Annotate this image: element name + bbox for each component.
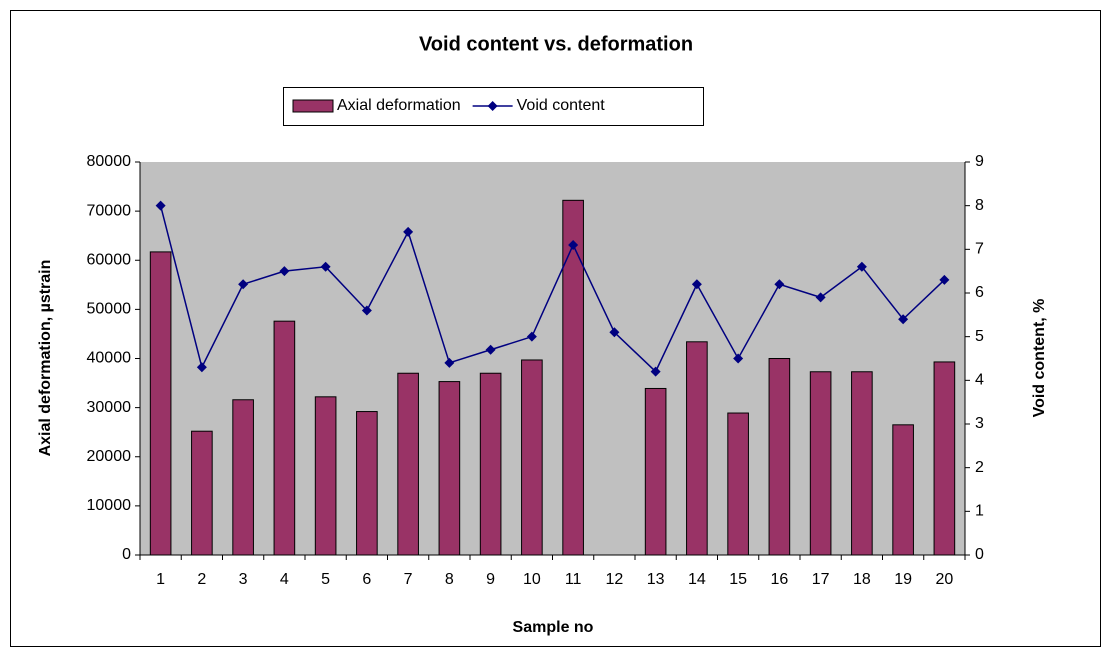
line-marker bbox=[733, 353, 744, 364]
line-marker bbox=[815, 292, 826, 303]
y2-tick-label: 3 bbox=[975, 415, 984, 432]
y2-tick-label: 9 bbox=[975, 153, 984, 170]
line-marker bbox=[403, 226, 414, 237]
line-marker bbox=[485, 344, 496, 355]
line-marker bbox=[444, 357, 455, 368]
bar bbox=[892, 424, 914, 556]
y-axis-title: Axial deformation, µstrain bbox=[37, 260, 54, 457]
x-tick-label: 3 bbox=[239, 571, 248, 588]
y-tick-label: 40000 bbox=[87, 350, 132, 367]
y-tick-label: 20000 bbox=[87, 448, 132, 465]
y-tick-label: 60000 bbox=[87, 251, 132, 268]
line-marker bbox=[361, 305, 372, 316]
x-tick-label: 2 bbox=[197, 571, 206, 588]
x-tick-label: 14 bbox=[688, 571, 706, 588]
line-marker bbox=[155, 200, 166, 211]
line-marker bbox=[238, 279, 249, 290]
x-tick-label: 16 bbox=[770, 571, 788, 588]
line-marker bbox=[279, 266, 290, 277]
line-marker bbox=[774, 279, 785, 290]
y2-tick-label: 4 bbox=[975, 372, 984, 389]
bar bbox=[727, 412, 749, 556]
y2-tick-label: 6 bbox=[975, 284, 984, 301]
x-tick-label: 20 bbox=[935, 571, 953, 588]
line-marker bbox=[650, 366, 661, 377]
bar bbox=[644, 387, 667, 556]
y-tick-label: 0 bbox=[122, 546, 131, 563]
legend-label: Void content bbox=[517, 97, 606, 114]
y2-tick-label: 8 bbox=[975, 197, 984, 214]
x-tick-label: 19 bbox=[894, 571, 912, 588]
bar bbox=[314, 396, 337, 556]
bar bbox=[273, 320, 296, 556]
x-tick-label: 8 bbox=[445, 571, 454, 588]
y2-tick-label: 5 bbox=[975, 328, 984, 345]
bar bbox=[438, 381, 461, 556]
line-marker bbox=[526, 331, 537, 342]
legend-label: Axial deformation bbox=[337, 97, 461, 114]
y-tick-label: 10000 bbox=[87, 497, 132, 514]
chart-title: Void content vs. deformation bbox=[419, 33, 693, 55]
x-tick-label: 7 bbox=[404, 571, 413, 588]
x-tick-label: 5 bbox=[321, 571, 330, 588]
x-tick-label: 13 bbox=[647, 571, 665, 588]
line-marker bbox=[568, 239, 579, 250]
bar bbox=[686, 341, 708, 556]
line-marker bbox=[856, 261, 867, 272]
x-tick-label: 18 bbox=[853, 571, 871, 588]
bar bbox=[397, 372, 419, 556]
bar bbox=[521, 359, 543, 556]
x-tick-label: 15 bbox=[729, 571, 747, 588]
bar bbox=[768, 358, 791, 556]
y2-axis-title: Void content, % bbox=[1031, 299, 1048, 418]
bar bbox=[232, 399, 254, 556]
x-tick-label: 17 bbox=[812, 571, 830, 588]
bar bbox=[479, 372, 502, 556]
y-tick-label: 30000 bbox=[87, 399, 132, 416]
line-marker bbox=[196, 362, 207, 373]
y2-tick-label: 7 bbox=[975, 241, 984, 258]
line-marker bbox=[939, 274, 950, 285]
x-tick-label: 4 bbox=[280, 571, 289, 588]
x-tick-label: 10 bbox=[523, 571, 541, 588]
x-axis-title: Sample no bbox=[513, 619, 594, 636]
line bbox=[159, 205, 945, 373]
line-marker bbox=[691, 279, 702, 290]
x-tick-label: 9 bbox=[486, 571, 495, 588]
bar bbox=[851, 371, 873, 556]
y-tick-label: 70000 bbox=[87, 202, 132, 219]
bar bbox=[809, 371, 832, 556]
x-tick-label: 11 bbox=[565, 571, 582, 588]
bar bbox=[149, 251, 172, 556]
bar bbox=[562, 199, 584, 556]
bar bbox=[933, 361, 956, 556]
line-marker bbox=[898, 314, 909, 325]
y2-tick-label: 1 bbox=[975, 503, 984, 520]
x-tick-label: 6 bbox=[362, 571, 371, 588]
y2-tick-label: 0 bbox=[975, 546, 984, 563]
legend-swatch bbox=[292, 99, 334, 113]
y2-tick-label: 2 bbox=[975, 459, 984, 476]
x-tick-label: 12 bbox=[605, 571, 623, 588]
plot-area bbox=[140, 162, 965, 555]
y-tick-label: 50000 bbox=[87, 301, 132, 318]
bar bbox=[356, 411, 378, 556]
line-marker bbox=[609, 327, 620, 338]
y-tick-label: 80000 bbox=[87, 153, 132, 170]
x-tick-label: 1 bbox=[156, 571, 165, 588]
line-marker bbox=[320, 261, 331, 272]
bar bbox=[191, 430, 213, 556]
legend-marker bbox=[487, 101, 498, 111]
